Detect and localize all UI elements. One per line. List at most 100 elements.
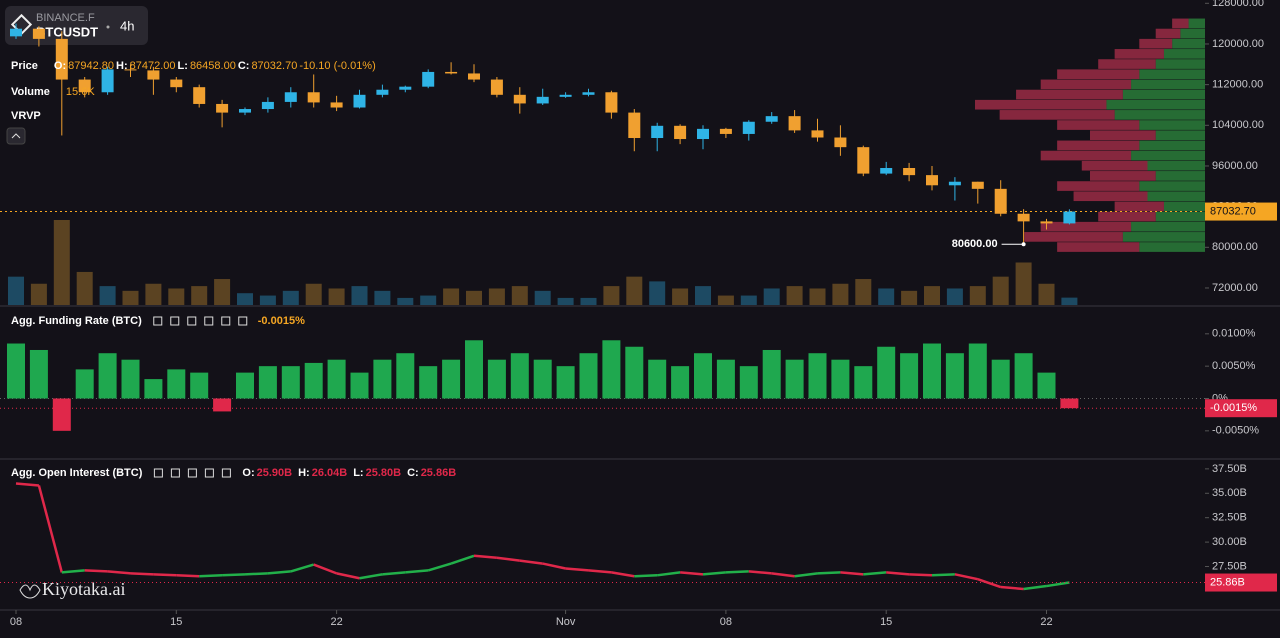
candle-body — [674, 125, 687, 140]
candle-body — [376, 89, 389, 95]
volume-bar — [168, 288, 185, 305]
legend-icon[interactable] — [238, 316, 248, 326]
legend-icon[interactable] — [204, 468, 214, 478]
candle-body — [697, 128, 709, 140]
funding-bar — [465, 340, 483, 399]
candle-body — [811, 130, 824, 138]
collapse-button[interactable] — [6, 127, 26, 145]
volume-bar — [466, 290, 482, 305]
profile-buy — [1155, 130, 1205, 141]
profile-buy — [1155, 171, 1205, 181]
candle-body — [170, 79, 183, 88]
legend-icon[interactable] — [187, 316, 197, 326]
funding-bar — [1037, 372, 1056, 399]
legend-icon[interactable] — [221, 468, 231, 478]
funding-bar — [671, 366, 690, 399]
volume-bar — [603, 286, 620, 305]
y-tick-label: 112000.00 — [1212, 79, 1263, 91]
funding-bar — [533, 359, 552, 399]
oi-segment — [519, 559, 543, 565]
funding-bar — [900, 353, 919, 399]
candle-body — [101, 69, 114, 93]
profile-sell — [1114, 201, 1164, 212]
legend-icon[interactable] — [170, 468, 180, 478]
funding-bar — [121, 359, 140, 399]
oi-segment — [1046, 581, 1070, 588]
legend-icon[interactable] — [187, 468, 197, 478]
volume-bar — [374, 290, 391, 305]
oi-segment — [153, 573, 177, 577]
oi-segment — [771, 572, 795, 578]
y-tick-label: 0.0050% — [1212, 360, 1256, 372]
y-tick-label: 0.0100% — [1212, 328, 1256, 340]
funding-bar — [190, 372, 209, 399]
legend-icon[interactable] — [170, 316, 180, 326]
profile-buy — [1172, 38, 1205, 49]
legend-text: H: — [298, 467, 310, 479]
legend-icon[interactable] — [204, 316, 214, 326]
funding-bar — [739, 366, 758, 399]
volume-bar — [8, 276, 24, 305]
profile-buy — [1106, 99, 1205, 110]
watermark: Kiyotaka.ai — [19, 579, 125, 599]
candle-body — [834, 137, 847, 148]
oi-segment — [405, 569, 429, 574]
profile-sell — [1098, 59, 1156, 69]
candle-body — [284, 92, 297, 102]
y-tick-label: 80000.00 — [1212, 241, 1258, 253]
funding-bar — [625, 346, 644, 399]
candle-body — [468, 73, 480, 80]
volume-bar — [191, 286, 208, 305]
funding-bar — [694, 353, 712, 399]
oi-segment — [290, 563, 315, 573]
legend-icon[interactable] — [221, 316, 231, 326]
candle-body — [994, 188, 1007, 214]
legend-text: Price — [11, 60, 38, 72]
last-value-badge — [1205, 573, 1277, 592]
volume-bar — [649, 281, 666, 305]
oi-segment — [130, 572, 154, 576]
profile-buy — [1114, 110, 1205, 120]
profile-buy — [1139, 181, 1205, 191]
funding-bar — [373, 359, 392, 399]
candle-body — [307, 92, 320, 103]
volume-bar — [580, 297, 597, 305]
legend-icon[interactable] — [153, 316, 163, 326]
legend-icon[interactable] — [153, 468, 163, 478]
funding-bar — [281, 366, 300, 399]
oi-segment — [886, 571, 910, 576]
legend-text: -0.0015% — [258, 315, 305, 327]
x-tick-label: 22 — [1040, 616, 1052, 628]
volume-bar — [992, 276, 1009, 305]
funding-bar — [762, 349, 781, 399]
funding-bar — [419, 366, 438, 399]
profile-buy — [1131, 221, 1205, 232]
candle-body — [445, 71, 458, 74]
oi-segment — [176, 574, 200, 578]
volume-bar — [832, 283, 849, 305]
profile-buy — [1163, 49, 1205, 59]
y-tick-label: 120000.00 — [1212, 38, 1264, 50]
profile-buy — [1131, 150, 1205, 161]
candle-body — [32, 28, 45, 39]
oi-segment — [840, 571, 864, 576]
oi-segment — [359, 573, 383, 580]
funding-bar — [98, 353, 117, 399]
y-tick-label: 30.00B — [1212, 536, 1247, 548]
profile-sell — [999, 110, 1115, 120]
funding-bar — [144, 379, 163, 399]
profile-sell — [1155, 28, 1181, 39]
volume-bar — [786, 286, 803, 305]
symbol: BTCUSDT — [36, 24, 98, 39]
funding-bar — [52, 398, 71, 431]
oi-segment — [565, 567, 589, 572]
legend-text: 25.80B — [366, 467, 402, 479]
profile-sell — [1057, 120, 1140, 130]
symbol-box[interactable]: BINANCE.F BTCUSDT 4h — [5, 6, 148, 45]
oi-segment — [267, 570, 291, 575]
last-value-label: -0.0015% — [1210, 402, 1257, 414]
low-marker-dot — [1021, 242, 1026, 247]
funding-bar — [350, 372, 369, 399]
volume-bar — [351, 286, 368, 305]
